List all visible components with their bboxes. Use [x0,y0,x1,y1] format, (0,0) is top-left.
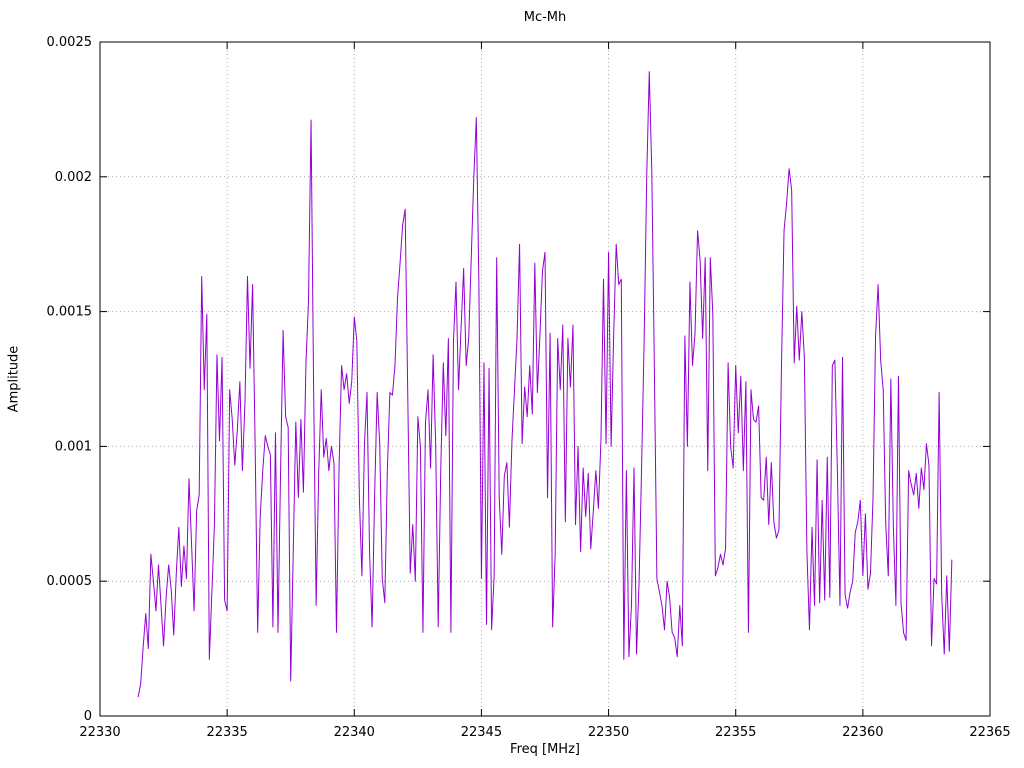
x-axis-label: Freq [MHz] [510,742,580,757]
y-tick-label: 0 [84,709,92,724]
y-tick-label: 0.0025 [47,35,93,50]
x-tick-label: 22345 [461,725,502,740]
axis-border [99,41,991,717]
y-tick-label: 0.0005 [47,574,93,589]
x-tick-label: 22365 [969,725,1010,740]
x-tick-label: 22355 [715,725,756,740]
data-line [137,71,953,698]
x-tick-label: 22360 [842,725,883,740]
y-tick-label: 0.002 [55,170,92,185]
x-tick-label: 22330 [79,725,120,740]
x-tick-label: 22340 [334,725,375,740]
x-tick-label: 22350 [588,725,629,740]
y-tick-label: 0.0015 [47,305,93,320]
y-tick-label: 0.001 [55,439,92,454]
x-tick-label: 22335 [206,725,247,740]
chart-title: Mc-Mh [523,10,567,25]
